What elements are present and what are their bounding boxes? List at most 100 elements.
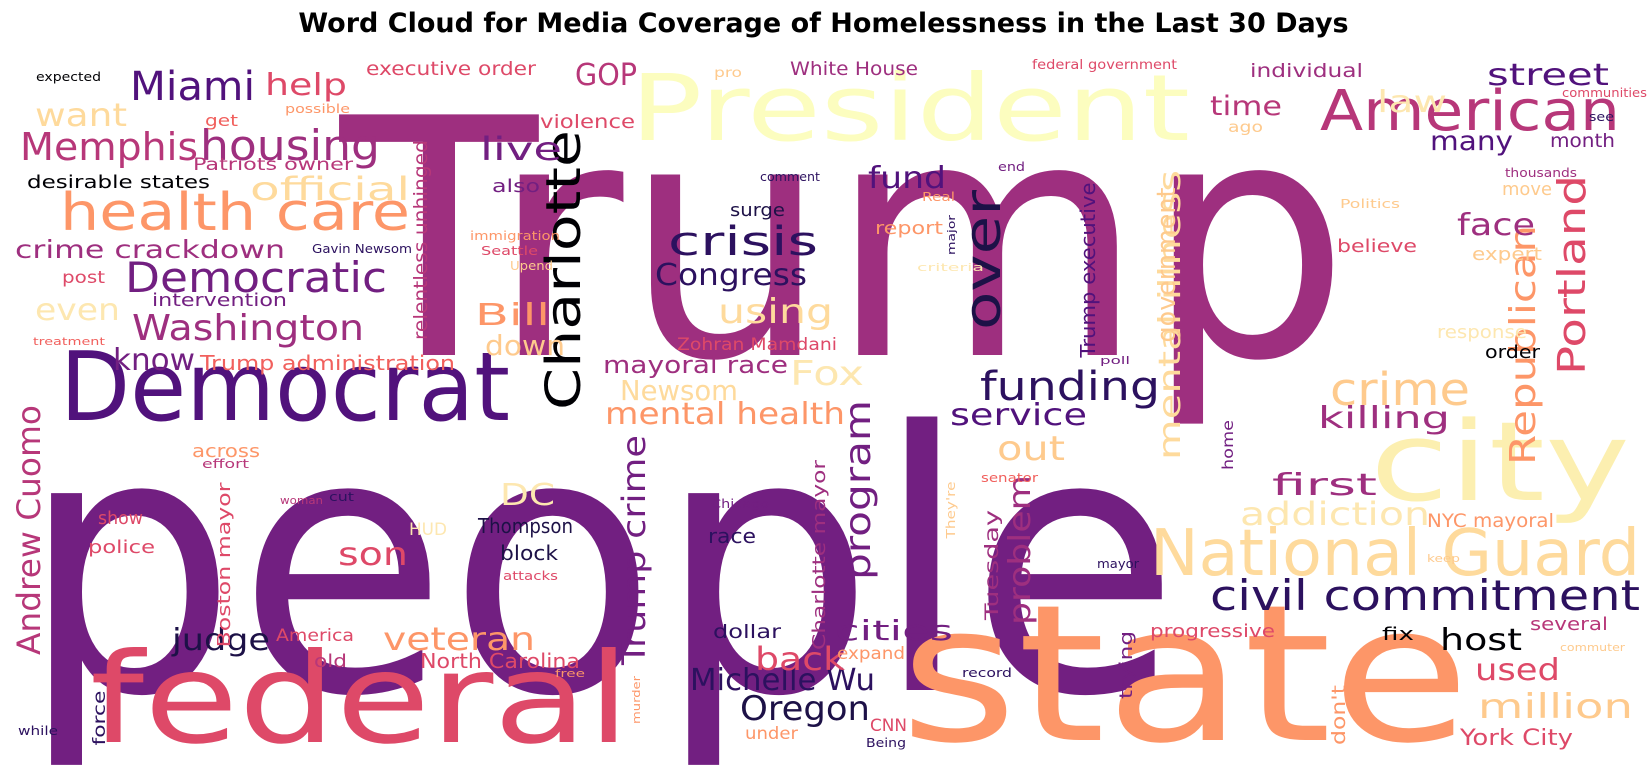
word-dollar: dollar xyxy=(713,621,781,643)
word-charlotte: Charlotte xyxy=(536,130,592,410)
word-north-carolina: North Carolina xyxy=(420,649,580,673)
word-law: law xyxy=(1377,85,1447,120)
word-executive-order: executive order xyxy=(366,58,536,80)
word-michelle-wu: Michelle Wu xyxy=(690,663,875,698)
word-many: many xyxy=(1430,126,1513,157)
word-program: program xyxy=(838,400,879,580)
word-thousands: thousands xyxy=(1505,166,1577,180)
word-immigration: immigration xyxy=(470,229,560,243)
word-president: President xyxy=(630,55,1190,162)
word-live: live xyxy=(480,130,562,168)
word-housing: housing xyxy=(200,121,380,170)
word-down: down xyxy=(485,329,565,362)
word-politics: Politics xyxy=(1340,197,1400,211)
word-woman: woman xyxy=(280,494,323,507)
word-congress: Congress xyxy=(655,258,807,293)
word-official: official xyxy=(250,170,410,208)
chart-title: Word Cloud for Media Coverage of Homeles… xyxy=(298,8,1349,39)
word-patriots-owner: Patriots owner xyxy=(193,155,353,175)
word-funding: funding xyxy=(980,364,1160,410)
word-killing: killing xyxy=(1318,401,1450,436)
word-washington: Washington xyxy=(132,308,364,349)
word-oregon: Oregon xyxy=(740,689,870,729)
word-state: state xyxy=(900,564,1470,765)
word-expected: expected xyxy=(36,70,101,84)
word-several: several xyxy=(1530,614,1608,635)
word-surge: surge xyxy=(730,200,785,221)
word-mayoral-race: mayoral race xyxy=(603,351,788,379)
word-want: want xyxy=(35,96,127,134)
word-people: people xyxy=(20,356,1180,765)
word-end: end xyxy=(998,160,1025,174)
word-month: month xyxy=(1550,130,1615,152)
word-million: million xyxy=(1478,687,1633,727)
word-fix: fix xyxy=(1382,624,1414,645)
word-move: move xyxy=(1502,179,1552,200)
word-don-t: don't xyxy=(1328,685,1350,745)
word-senator: senator xyxy=(981,471,1038,485)
word-know: know xyxy=(113,343,195,378)
word-home: home xyxy=(1219,420,1237,470)
word-addiction: addiction xyxy=(1240,495,1430,533)
word-dc: DC xyxy=(500,478,555,513)
word-record: record xyxy=(962,666,1012,680)
word-city: city xyxy=(1370,398,1630,526)
word-relentless-unhinged: relentless unhinged xyxy=(410,140,432,340)
word-individual: individual xyxy=(1250,60,1363,82)
word-newsom: Newsom xyxy=(620,374,738,407)
word-trying: trying xyxy=(1116,631,1137,699)
word-chicago: Chicago xyxy=(711,497,769,511)
word-major: major xyxy=(945,214,958,255)
word-cut: cut xyxy=(329,490,354,504)
word-street: street xyxy=(1487,58,1609,93)
word-memphis: Memphis xyxy=(20,125,198,169)
word-boston-mayor: Boston mayor xyxy=(214,482,235,648)
word-seattle: Seattle xyxy=(481,244,538,258)
word-fox: Fox xyxy=(790,354,864,394)
word-order: order xyxy=(1485,342,1541,363)
word-service: service xyxy=(950,398,1087,433)
word-trump: Trump xyxy=(335,49,1350,433)
word-treatment: treatment xyxy=(33,335,106,348)
word-criteria: criteria xyxy=(917,261,984,274)
word-york-city: York City xyxy=(1459,726,1573,751)
word-used: used xyxy=(1475,653,1560,688)
word-bill: Bill xyxy=(475,298,550,333)
word-trump-crime: Trump crime xyxy=(615,435,653,666)
word-real: Real xyxy=(922,190,955,204)
word-republican: Republican xyxy=(1503,225,1544,465)
word-mayor: mayor xyxy=(1097,557,1139,571)
word-report: report xyxy=(875,218,943,239)
word-first: first xyxy=(1272,468,1377,503)
word-pro: pro xyxy=(714,66,742,81)
word-under: under xyxy=(745,724,798,744)
word-trump-administration: Trump administration xyxy=(199,351,455,375)
word-america: America xyxy=(276,626,354,646)
word-also: also xyxy=(492,176,540,197)
word-old: old xyxy=(314,651,347,672)
word-show: show xyxy=(98,508,143,529)
word-murder: murder xyxy=(630,675,643,724)
word-see: see xyxy=(1589,110,1614,124)
word-force: force xyxy=(90,691,110,746)
word-using: using xyxy=(718,292,833,332)
word-fund: fund xyxy=(868,161,946,196)
word-free: free xyxy=(555,667,585,680)
word-crime-crackdown: crime crackdown xyxy=(15,235,285,264)
word-democrat: Democrat xyxy=(60,333,510,443)
word-federal-government: federal government xyxy=(1032,58,1177,73)
word-believe: believe xyxy=(1337,236,1417,257)
word-government: government xyxy=(1152,188,1182,343)
word-federal: federal xyxy=(90,627,630,765)
word-possible: possible xyxy=(285,102,350,116)
word-gavin-newsom: Gavin Newsom xyxy=(312,242,412,256)
word-police: police xyxy=(88,537,155,558)
word-national-guard: National Guard xyxy=(1150,517,1640,591)
word-intervention: intervention xyxy=(152,290,287,311)
word-expand: expand xyxy=(837,644,905,664)
word-attacks: attacks xyxy=(503,569,558,583)
word-out: out xyxy=(997,429,1065,469)
word-even: even xyxy=(35,293,120,328)
word-violence: violence xyxy=(540,111,635,133)
word-expert: expert xyxy=(1472,244,1542,265)
